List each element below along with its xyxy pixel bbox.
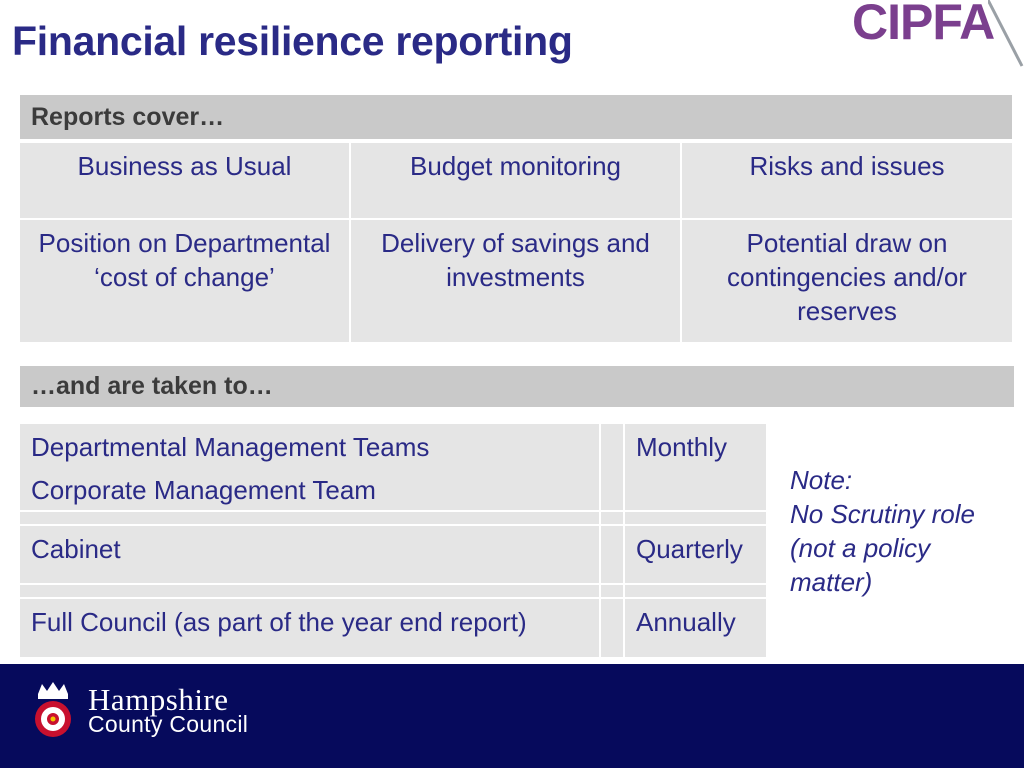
table-spacer: [601, 526, 623, 583]
footer-bar: [0, 664, 1024, 768]
table-spacer: [601, 585, 623, 597]
crown-rose-icon: [35, 682, 71, 737]
destination-cell: Departmental Management Teams Corporate …: [20, 424, 599, 510]
cipfa-logo: CIPFA: [852, 0, 995, 50]
table-spacer: [601, 424, 623, 510]
destination-label: Corporate Management Team: [31, 475, 376, 505]
cipfa-logo-accent: [988, 0, 1024, 67]
destination-label: Full Council (as part of the year end re…: [31, 607, 527, 637]
report-item: Budget monitoring: [351, 143, 680, 218]
hampshire-logo-text: Hampshire: [88, 682, 229, 717]
destination-cell: Cabinet: [20, 526, 599, 583]
destination-label: Departmental Management Teams: [31, 432, 430, 462]
table-spacer: [20, 512, 599, 524]
note-text: matter): [790, 567, 873, 597]
report-item: Position on Departmental ‘cost of change…: [20, 220, 349, 342]
destination-cell: Full Council (as part of the year end re…: [20, 599, 599, 657]
table-spacer: [625, 512, 766, 524]
frequency-cell: Quarterly: [625, 526, 766, 583]
table-spacer: [601, 512, 623, 524]
note-text: No Scrutiny role: [790, 499, 975, 529]
table-spacer: [20, 585, 599, 597]
note-text: (not a policy: [790, 533, 931, 563]
frequency-cell: Monthly: [625, 424, 766, 510]
report-item: Risks and issues: [682, 143, 1012, 218]
table-spacer: [601, 599, 623, 657]
county-council-logo-text: County Council: [88, 711, 249, 737]
scrutiny-note: Note: No Scrutiny role (not a policy mat…: [790, 463, 975, 599]
slide-title: Financial resilience reporting: [12, 18, 573, 64]
destinations-header: …and are taken to…: [20, 366, 1014, 407]
reports-header: Reports cover…: [20, 95, 1012, 139]
destination-label: Cabinet: [31, 534, 121, 564]
table-spacer: [625, 585, 766, 597]
frequency-cell: Annually: [625, 599, 766, 657]
report-item: Business as Usual: [20, 143, 349, 218]
note-label: Note:: [790, 465, 853, 495]
report-item: Potential draw on contingencies and/or r…: [682, 220, 1012, 342]
report-item: Delivery of savings and investments: [351, 220, 680, 342]
